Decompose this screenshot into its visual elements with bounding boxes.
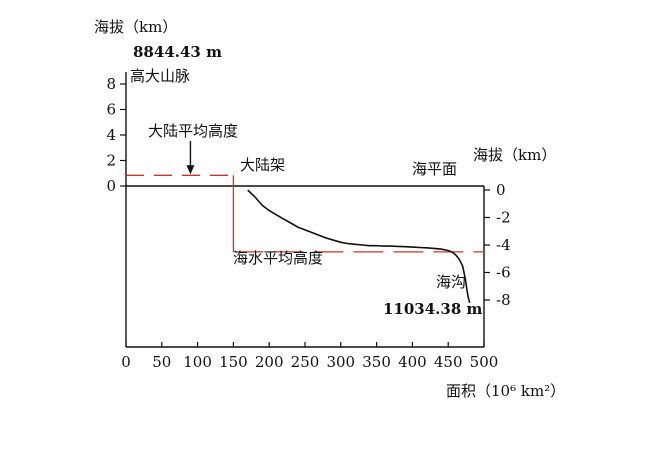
left-axis-title: 海拔（km）	[94, 18, 177, 36]
peak-value-label: 8844.43 m	[133, 43, 222, 61]
sea-level-label: 海平面	[412, 160, 457, 178]
land-mean-arrow-head	[186, 165, 195, 175]
left-tick-label: 0	[106, 177, 116, 195]
trench-value-label: 11034.38 m	[383, 300, 483, 318]
left-tick-label: 4	[106, 126, 116, 144]
right-tick-label: -6	[496, 264, 511, 282]
ocean-mean-label: 海水平均高度	[233, 249, 323, 267]
right-tick-label: 0	[496, 181, 506, 199]
x-axis-title: 面积（10⁶ km²）	[446, 382, 565, 400]
x-tick-label: 150	[219, 353, 248, 371]
trench-label: 海沟	[436, 273, 466, 291]
right-tick-label: -8	[496, 291, 511, 309]
x-tick-label: 250	[291, 353, 320, 371]
x-tick-label: 100	[183, 353, 212, 371]
x-tick-label: 50	[152, 353, 171, 371]
hypsometric-curve	[247, 189, 471, 304]
x-tick-label: 300	[326, 353, 355, 371]
x-tick-label: 400	[398, 353, 427, 371]
x-tick-label: 450	[434, 353, 463, 371]
left-tick-label: 6	[106, 101, 116, 119]
x-tick-label: 0	[121, 353, 131, 371]
x-tick-label: 350	[362, 353, 391, 371]
land-mean-label: 大陆平均高度	[148, 122, 238, 140]
right-tick-label: -4	[496, 236, 511, 254]
x-tick-label: 500	[470, 353, 499, 371]
mountain-label: 高大山脉	[130, 67, 190, 85]
left-tick-label: 8	[106, 75, 116, 93]
left-tick-label: 2	[106, 152, 116, 170]
right-axis-title: 海拔（km）	[473, 146, 556, 164]
x-tick-label: 200	[255, 353, 284, 371]
right-tick-label: -2	[496, 209, 511, 227]
continental-shelf-label: 大陆架	[240, 156, 285, 174]
